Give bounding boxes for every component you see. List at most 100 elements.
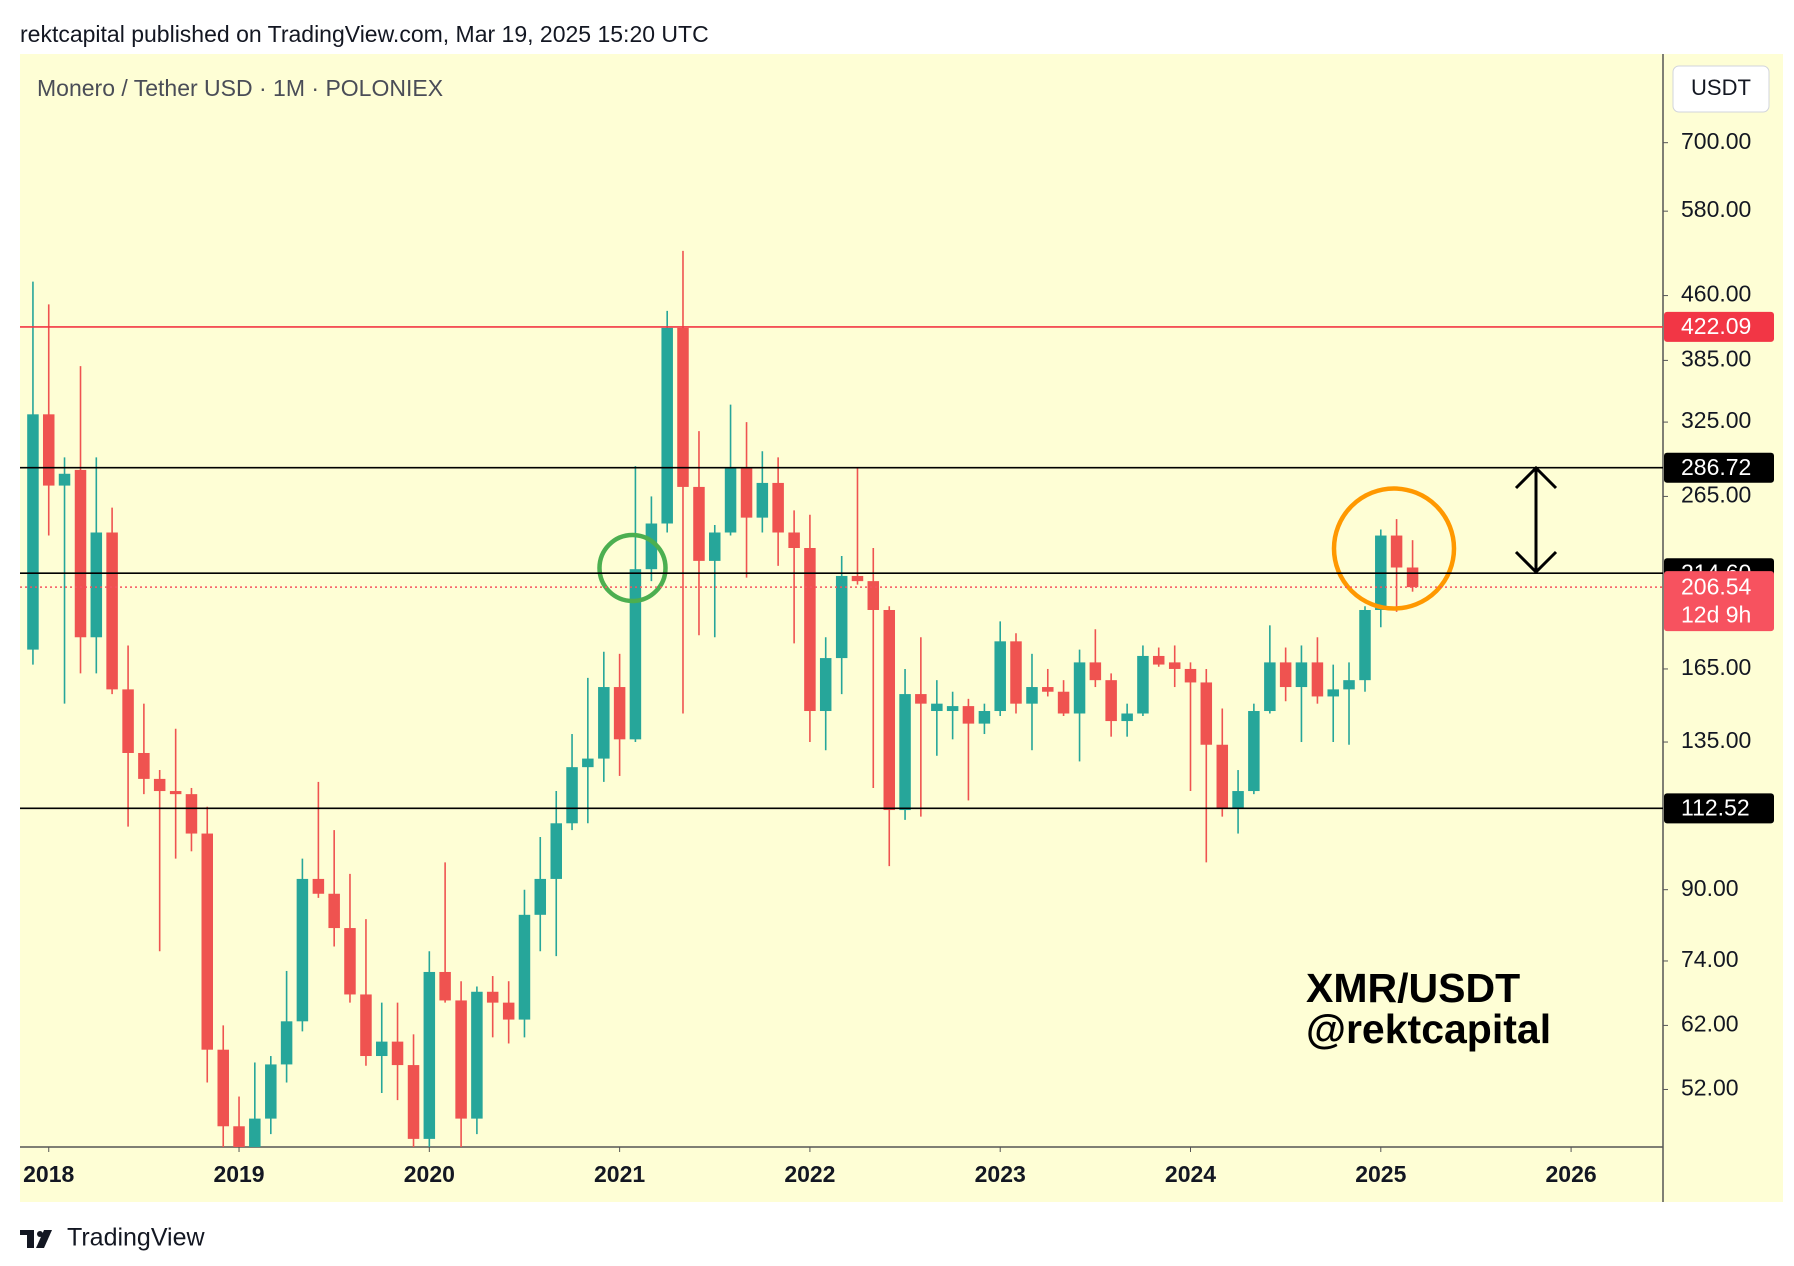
candle-body	[709, 532, 721, 561]
watermark: XMR/USDT	[1306, 965, 1520, 1011]
candle-body	[835, 575, 848, 659]
candle-body	[1137, 655, 1149, 714]
candle-body	[42, 414, 55, 486]
watermark: @rektcapital	[1306, 1006, 1551, 1052]
candle-body	[502, 1002, 515, 1020]
candle-body	[1295, 662, 1308, 688]
candle-body	[1152, 655, 1165, 665]
candle-body	[1057, 691, 1070, 714]
candle-body	[455, 1000, 467, 1119]
currency-button[interactable]	[1672, 65, 1770, 113]
y-tick-label: 325.00	[1681, 407, 1751, 433]
x-tick-label: 2023	[975, 1161, 1026, 1187]
candle-body	[851, 575, 864, 582]
candle-body	[1343, 680, 1355, 690]
y-tick-label: 52.00	[1681, 1075, 1739, 1101]
candle-body	[1121, 713, 1133, 722]
level-label: 286.72	[1681, 454, 1751, 480]
y-tick-label: 580.00	[1681, 196, 1751, 222]
candle-body	[518, 914, 531, 1020]
countdown: 12d 9h	[1681, 601, 1751, 627]
y-tick-label: 74.00	[1681, 946, 1739, 972]
x-tick-label: 2021	[594, 1161, 645, 1187]
candle-body	[962, 706, 975, 724]
candle-body	[645, 523, 658, 570]
candle-body	[629, 569, 642, 740]
candle-body	[946, 706, 959, 712]
brand: TradingView	[67, 1224, 206, 1252]
candle-body	[724, 467, 737, 533]
candle-body	[153, 778, 166, 792]
candle-body	[122, 689, 134, 753]
x-tick-label: 2022	[784, 1161, 835, 1187]
candle-body	[249, 1118, 261, 1147]
candle-body	[1042, 687, 1054, 692]
candle-body	[1232, 791, 1244, 809]
highlight-circle	[1331, 486, 1457, 611]
candle-body	[677, 327, 689, 487]
symbol-title: Monero / Tether USD · 1M · POLONIEX	[37, 75, 443, 101]
candle-body	[883, 609, 896, 811]
y-tick-label: 265.00	[1681, 481, 1751, 507]
candle-body	[312, 878, 325, 894]
chart-background	[20, 54, 1783, 1202]
x-tick-label: 2018	[23, 1161, 74, 1187]
candle-body	[375, 1041, 388, 1057]
candle-body	[931, 703, 943, 712]
candle-body	[1279, 662, 1292, 688]
last-price-bg	[1664, 571, 1774, 632]
candle-body	[296, 878, 309, 1022]
candles	[27, 250, 1419, 1147]
candle-body	[1248, 711, 1260, 792]
candle-body	[994, 641, 1006, 712]
y-tick-label: 700.00	[1681, 128, 1751, 154]
candle-body	[1026, 687, 1038, 704]
candle-body	[138, 752, 150, 779]
candle-body	[1168, 662, 1181, 669]
y-tick-label: 90.00	[1681, 875, 1739, 901]
candle-body	[328, 893, 340, 929]
candle-body	[280, 1021, 293, 1065]
x-tick-label: 2020	[404, 1161, 455, 1187]
x-tick-label: 2024	[1165, 1161, 1216, 1187]
candle-body	[899, 694, 911, 811]
candle-body	[106, 532, 118, 690]
candle-body	[915, 694, 927, 704]
candle-body	[1089, 662, 1102, 681]
candle-body	[201, 833, 213, 1050]
y-tick-label: 165.00	[1681, 654, 1751, 680]
candle-body	[185, 794, 198, 834]
candle-body	[1105, 680, 1117, 722]
candle-body	[598, 687, 610, 759]
candle-body	[407, 1065, 420, 1139]
candle-body	[439, 971, 451, 1001]
candle-body	[344, 928, 356, 995]
candle-body	[74, 469, 87, 638]
brand-logo	[20, 1230, 52, 1248]
candle-body	[740, 467, 753, 518]
candle-body	[582, 758, 594, 768]
candle-body	[661, 327, 673, 524]
candle-body	[391, 1041, 404, 1066]
candle-body	[58, 473, 71, 486]
y-tick-label: 385.00	[1681, 345, 1751, 371]
x-tick-label: 2025	[1355, 1161, 1406, 1187]
candle-body	[486, 991, 499, 1003]
candle-body	[471, 991, 483, 1119]
candle-body	[233, 1126, 245, 1147]
candle-body	[169, 791, 182, 795]
candle-body	[1327, 689, 1339, 697]
candle-body	[1390, 535, 1403, 568]
candle-body	[1359, 609, 1371, 681]
currency-label: USDT	[1691, 75, 1751, 100]
candle-body	[978, 711, 991, 724]
candle-body	[788, 532, 800, 548]
candle-body	[819, 658, 832, 712]
candle-body	[1200, 682, 1213, 745]
candle-body	[804, 547, 816, 712]
candle-body	[1311, 662, 1324, 697]
last-price-label: 206.54	[1681, 573, 1752, 599]
level-label-bg	[1664, 793, 1774, 824]
candle-body	[1216, 744, 1229, 809]
